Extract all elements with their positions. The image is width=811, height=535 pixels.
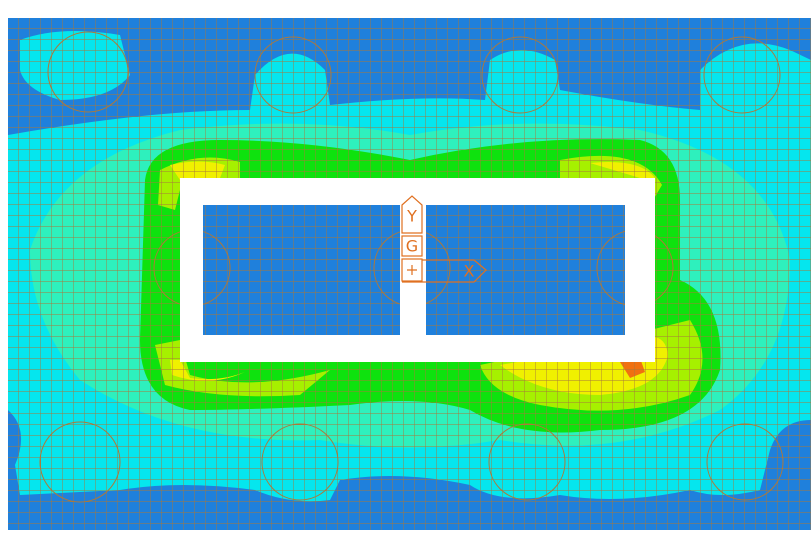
wall-frame <box>180 178 655 362</box>
origin-label: G <box>406 237 418 256</box>
y-axis-label: Y <box>406 207 417 226</box>
contour-field <box>8 18 811 530</box>
x-axis-label: X <box>464 262 475 281</box>
axis-symbol <box>401 195 487 283</box>
